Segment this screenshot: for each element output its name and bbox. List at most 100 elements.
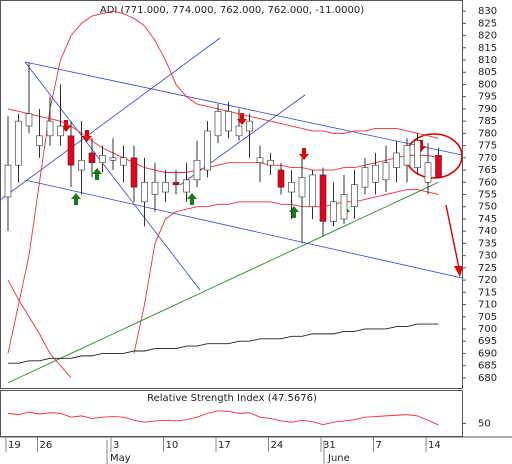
y-tick-label: 745 — [478, 214, 497, 225]
y-tick-label: 825 — [478, 18, 497, 29]
y-tick-label: 780 — [478, 128, 497, 139]
candle-body — [414, 140, 421, 168]
y-tick-label: 815 — [478, 43, 497, 54]
candle-body — [183, 179, 190, 193]
candle-body — [151, 181, 159, 195]
month-label: May — [110, 453, 131, 464]
candle-body — [372, 164, 379, 183]
trend-line — [24, 61, 201, 291]
y-tick-label: 810 — [478, 55, 497, 66]
y-tick-label: 740 — [478, 226, 497, 237]
candle-body — [319, 174, 327, 222]
y-tick-label: 705 — [478, 312, 497, 323]
candle-body — [88, 152, 96, 164]
y-tick-label: 50 — [478, 418, 491, 429]
trend-line — [24, 61, 463, 156]
candle-body — [4, 164, 12, 198]
candle-body — [109, 157, 117, 161]
indicator-line — [7, 181, 439, 384]
candle-body — [99, 155, 106, 164]
y-tick-label: 760 — [478, 177, 497, 188]
x-tick-label: 26 — [40, 440, 53, 451]
x-tick-label: 14 — [428, 440, 441, 451]
y-tick-label: 800 — [478, 79, 497, 90]
y-tick-label: 795 — [478, 92, 497, 103]
y-tick-label: 785 — [478, 116, 497, 127]
indicator-line — [7, 410, 439, 426]
candle-body — [361, 167, 369, 188]
candle-body — [78, 159, 85, 171]
candle-body — [288, 181, 295, 193]
candle-body — [309, 174, 316, 208]
candle-body — [130, 157, 138, 188]
indicator-line — [7, 108, 439, 173]
indicator-line — [8, 323, 439, 364]
candle-body — [25, 113, 33, 127]
candle-body — [120, 157, 127, 166]
candle-body — [340, 194, 348, 220]
candle-body — [403, 145, 411, 166]
candle-body — [246, 120, 253, 132]
chart-title: ADI (771.000, 774.000, 762.000, 762.000,… — [100, 5, 364, 16]
x-tick-label: 19 — [8, 440, 21, 451]
candle-body — [46, 120, 54, 137]
month-label: June — [327, 453, 350, 464]
indicator-line — [7, 189, 439, 379]
y-tick-label: 710 — [478, 300, 497, 311]
candle-body — [15, 120, 22, 166]
y-tick-label: 695 — [478, 336, 497, 347]
y-tick-label: 680 — [478, 373, 497, 384]
candle-body — [57, 125, 64, 137]
candle-body — [424, 162, 432, 183]
x-tick-label: 31 — [323, 440, 336, 451]
y-tick-label: 805 — [478, 67, 497, 78]
y-tick-label: 765 — [478, 165, 497, 176]
y-tick-label: 685 — [478, 361, 497, 372]
y-tick-label: 725 — [478, 263, 497, 274]
candle-body — [214, 111, 222, 137]
candle-body — [435, 155, 442, 178]
x-tick-label: 7 — [376, 440, 382, 451]
indicator-line — [7, 10, 439, 354]
candle-body — [225, 111, 232, 132]
y-tick-label: 735 — [478, 238, 497, 249]
candle-body — [162, 181, 169, 193]
y-tick-label: 755 — [478, 190, 497, 201]
y-tick-label: 775 — [478, 141, 497, 152]
candle-body — [235, 125, 243, 137]
candle-body — [277, 169, 285, 188]
y-tick-label: 700 — [478, 324, 497, 335]
y-tick-label: 830 — [478, 6, 497, 17]
candle-body — [298, 177, 306, 198]
candle-body — [382, 162, 390, 181]
candle-body — [193, 159, 201, 181]
candle-body — [351, 184, 358, 208]
arrow-head — [454, 266, 463, 277]
candle-body — [256, 157, 264, 164]
trend-line — [24, 179, 463, 279]
y-tick-label: 690 — [478, 348, 497, 359]
candle-body — [67, 135, 75, 166]
y-tick-label: 720 — [478, 275, 497, 286]
y-tick-label: 750 — [478, 202, 497, 213]
x-tick-label: 10 — [166, 440, 179, 451]
candle-body — [330, 201, 337, 222]
y-tick-label: 790 — [478, 104, 497, 115]
y-tick-label: 820 — [478, 31, 497, 42]
candle-body — [141, 181, 148, 203]
rsi-title: Relative Strength Index (47.5676) — [147, 393, 317, 404]
candle-body — [172, 181, 180, 186]
candle-body — [204, 130, 211, 171]
y-tick-label: 730 — [478, 251, 497, 262]
x-tick-label: 17 — [218, 440, 231, 451]
trend-line — [179, 94, 306, 186]
trend-line — [0, 37, 221, 201]
candle-body — [36, 135, 43, 146]
candle-body — [267, 159, 274, 166]
y-tick-label: 770 — [478, 153, 497, 164]
arrow — [445, 204, 460, 269]
x-tick-label: 24 — [271, 440, 284, 451]
candle-body — [393, 152, 400, 168]
y-tick-label: 715 — [478, 287, 497, 298]
